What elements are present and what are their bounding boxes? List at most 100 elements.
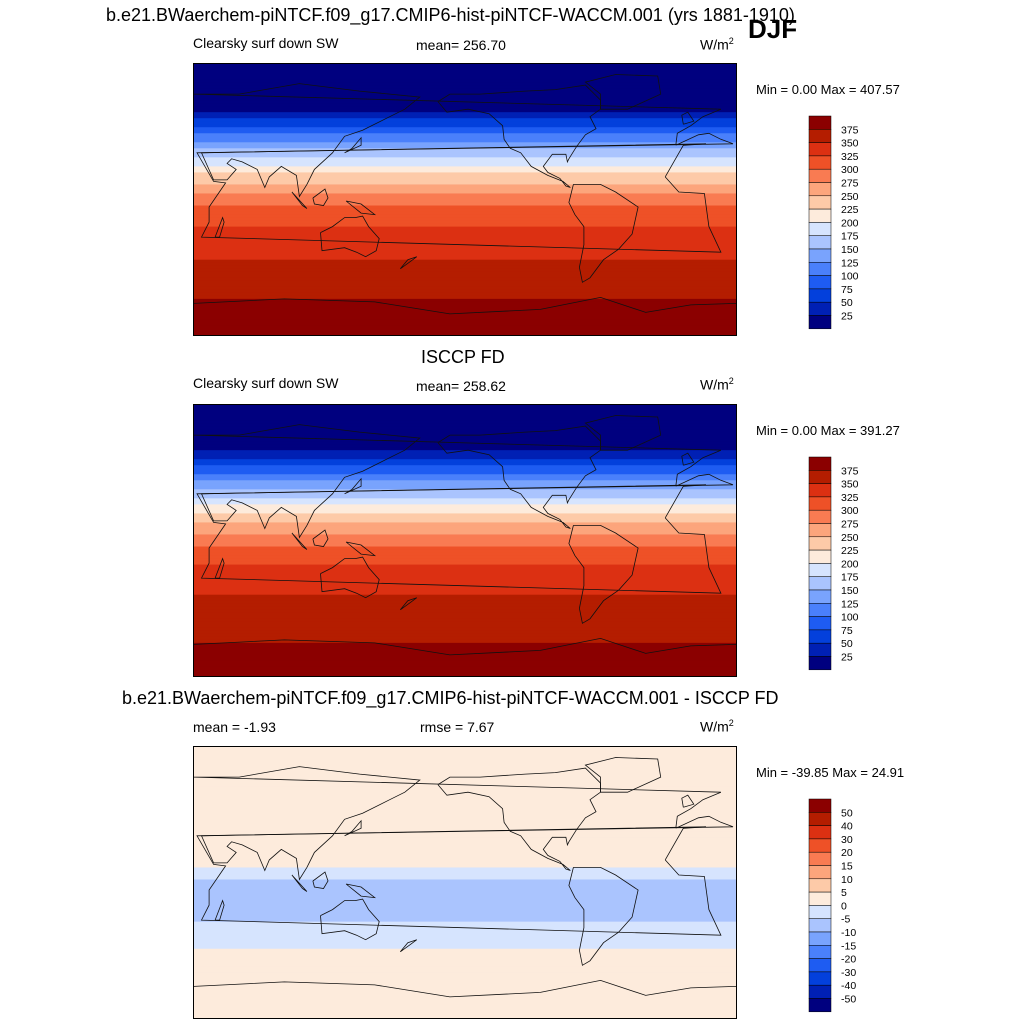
map-band xyxy=(194,894,736,899)
map-band xyxy=(194,993,736,998)
colorbar-boxes xyxy=(808,456,832,671)
map-band xyxy=(194,250,736,255)
map-band xyxy=(194,1008,736,1013)
map-band xyxy=(194,531,736,536)
map-band xyxy=(194,561,736,566)
map-band xyxy=(194,837,736,841)
map-band xyxy=(194,888,736,893)
map-band xyxy=(194,286,736,291)
coastline xyxy=(291,532,308,550)
map-band xyxy=(194,567,736,572)
colorbar-box xyxy=(808,865,832,880)
map-band xyxy=(194,546,736,551)
colorbar-box xyxy=(808,825,832,840)
colorbar-tick-label: 75 xyxy=(841,625,853,637)
coastline xyxy=(312,871,329,889)
map-band xyxy=(194,447,736,451)
colorbar-tick-label: 350 xyxy=(841,138,859,150)
colorbar-box xyxy=(808,891,832,906)
season-label: DJF xyxy=(748,14,798,44)
coastline xyxy=(399,256,418,270)
colorbar-tick-label: 125 xyxy=(841,598,859,610)
map-band xyxy=(194,85,736,89)
coastline xyxy=(312,188,329,206)
map-band xyxy=(194,903,736,908)
map-band xyxy=(194,405,736,409)
map-band xyxy=(194,1011,736,1016)
map-band xyxy=(194,930,736,935)
map-band xyxy=(194,444,736,448)
map-band xyxy=(194,79,736,83)
colorbar-box xyxy=(808,235,832,250)
map-band xyxy=(194,238,736,243)
map-band xyxy=(194,313,736,318)
colorbar-tick-label: 225 xyxy=(841,204,859,216)
map-band xyxy=(194,328,736,333)
map-band xyxy=(194,756,736,760)
map-band xyxy=(194,579,736,584)
map-band xyxy=(194,226,736,231)
colorbar-boxes xyxy=(808,115,832,330)
map-band xyxy=(194,468,736,472)
map-band xyxy=(194,166,736,170)
map-band xyxy=(194,142,736,146)
map-band xyxy=(194,597,736,602)
coastline xyxy=(291,874,308,892)
map-band xyxy=(194,519,736,524)
map-band xyxy=(194,933,736,938)
map-band xyxy=(194,633,736,638)
map-band xyxy=(194,753,736,757)
colorbar-box xyxy=(808,301,832,316)
map-band xyxy=(194,106,736,110)
colorbar-tick-label: 25 xyxy=(841,311,853,323)
map-band xyxy=(194,900,736,905)
coastline xyxy=(568,184,639,283)
map-band xyxy=(194,765,736,769)
colorbar-box xyxy=(808,275,832,290)
colorbar-box xyxy=(808,563,832,577)
map-band xyxy=(194,1005,736,1010)
coastline xyxy=(312,529,329,547)
map-band xyxy=(194,777,736,781)
colorbar-tick-label: 375 xyxy=(841,124,859,136)
coastline xyxy=(194,766,734,881)
colorbar-box xyxy=(808,168,832,183)
main-title: b.e21.BWaerchem-piNTCF.f09_g17.CMIP6-his… xyxy=(106,5,795,25)
colorbar-tick-label: 150 xyxy=(841,244,859,256)
coastline xyxy=(194,979,736,998)
colorbar-tick-label: 100 xyxy=(841,612,859,624)
colorbar-tick-label: 15 xyxy=(841,861,853,873)
map-band xyxy=(194,325,736,330)
map-band xyxy=(194,190,736,195)
map-band xyxy=(194,163,736,167)
map-band xyxy=(194,603,736,608)
map-band xyxy=(194,450,736,454)
map-panel-diff xyxy=(193,746,737,1019)
map-band xyxy=(194,229,736,234)
colorbar-tick-label: 225 xyxy=(841,545,859,557)
coastline xyxy=(344,477,362,495)
map-band xyxy=(194,600,736,605)
colorbar-tick-label: 300 xyxy=(841,505,859,517)
map-band xyxy=(194,331,736,335)
colorbar-box xyxy=(808,798,832,813)
map-band xyxy=(194,208,736,213)
coastline xyxy=(214,216,225,238)
map-band xyxy=(194,966,736,971)
map-band xyxy=(194,525,736,530)
map-svg xyxy=(194,405,736,676)
coastline xyxy=(399,939,418,953)
map-band xyxy=(194,849,736,853)
map-band xyxy=(194,942,736,947)
map-band xyxy=(194,807,736,811)
map-band xyxy=(194,1002,736,1007)
map-band xyxy=(194,247,736,252)
colorbar-tick-label: 10 xyxy=(841,874,853,886)
coastline xyxy=(214,557,225,579)
map-band xyxy=(194,612,736,617)
map-band xyxy=(194,220,736,225)
map-band xyxy=(194,420,736,424)
coastline xyxy=(320,898,380,941)
map-band xyxy=(194,124,736,128)
